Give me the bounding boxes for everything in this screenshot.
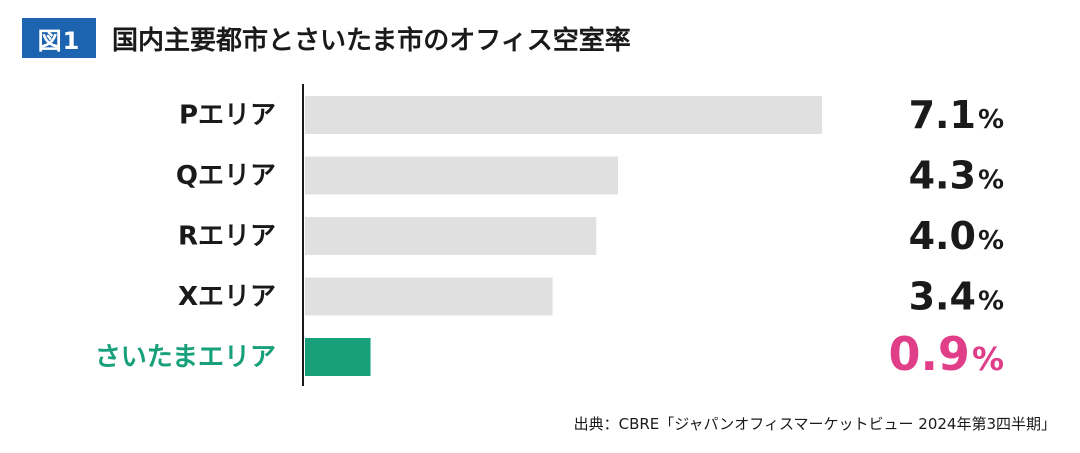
value-label: 4.3% [909,154,1004,198]
category-label: Rエリア [178,222,276,252]
value-unit: % [978,287,1004,317]
figure-number-badge: 図1 [22,18,96,58]
category-label: Xエリア [178,282,276,312]
value-label: 4.0% [909,214,1004,258]
bar-4 [305,277,553,316]
category-label: Qエリア [176,161,276,191]
value-unit: % [978,105,1004,135]
value-labels-group: 7.1%4.3%4.0%3.4%0.9% [888,93,1004,381]
bars-group [305,96,822,376]
value-unit: % [978,166,1004,196]
bar-5 [305,338,371,376]
value-number: 7.1 [909,93,976,137]
category-label: Pエリア [179,101,276,131]
bar-3 [305,217,597,255]
value-label: 3.4% [909,275,1004,319]
value-number: 4.3 [909,154,976,198]
bar-1 [305,96,822,134]
category-label: さいたまエリア [95,343,276,373]
value-unit: % [978,226,1004,256]
source-note: 出典：CBRE「ジャパンオフィスマーケットビュー 2024年第3四半期」 [573,415,1056,433]
bar-2 [305,156,619,195]
value-unit: % [972,340,1004,378]
value-number: 0.9 [888,327,970,381]
value-label: 7.1% [909,93,1004,137]
chart-title: 国内主要都市とさいたま市のオフィス空室率 [112,25,631,56]
value-label: 0.9% [888,327,1004,381]
value-number: 3.4 [909,275,976,319]
value-number: 4.0 [909,214,976,258]
chart-header: 図1 国内主要都市とさいたま市のオフィス空室率 [22,18,631,58]
